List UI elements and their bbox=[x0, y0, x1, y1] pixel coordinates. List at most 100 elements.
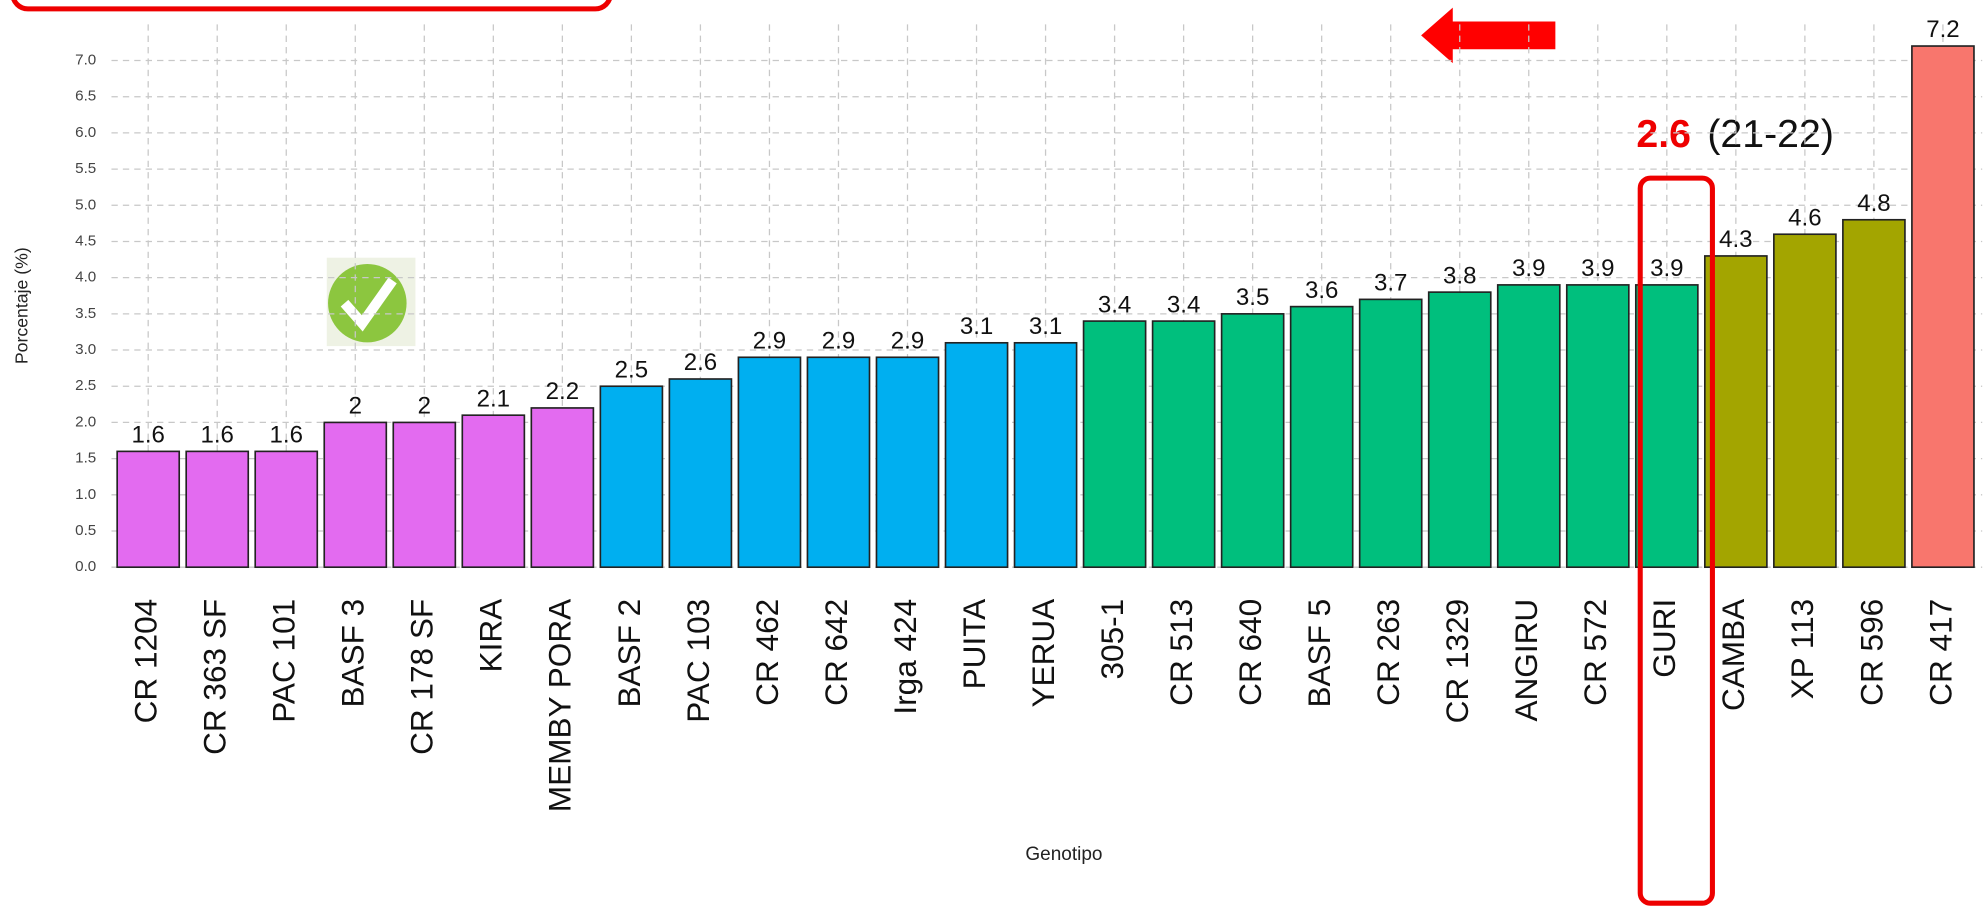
plot: 0.0 0.5 1.0 1.5 2.0 2.5 3.0 3.5 4.0 4.5 5.0 5.5 6.0 6… bbox=[75, 16, 1983, 812]
y-tick-label: 1.0 bbox=[75, 486, 96, 503]
bar bbox=[1565, 284, 1630, 569]
bar bbox=[875, 356, 940, 569]
x-tick-label: CAMBA bbox=[1715, 598, 1751, 711]
value-label: 2.9 bbox=[822, 327, 855, 354]
bar bbox=[1773, 233, 1837, 569]
value-label: 2.9 bbox=[753, 327, 786, 354]
value-label: 4.8 bbox=[1857, 190, 1890, 217]
value-label: 3.9 bbox=[1581, 255, 1614, 282]
y-tick-label: 3.0 bbox=[75, 341, 96, 358]
x-tick-label: CR 462 bbox=[749, 599, 785, 706]
x-tick-label: CR 596 bbox=[1853, 599, 1889, 706]
x-tick-label: CR 363 SF bbox=[197, 599, 233, 755]
value-label: 4.3 bbox=[1719, 226, 1752, 253]
value-label: 1.6 bbox=[201, 422, 234, 449]
x-tick-label: CR 1204 bbox=[128, 599, 164, 724]
x-tick-label: MEMBY PORA bbox=[542, 598, 578, 812]
bar bbox=[1220, 313, 1285, 569]
bar bbox=[1013, 341, 1078, 569]
x-tick-label: 305-1 bbox=[1094, 599, 1130, 680]
y-tick-label: 4.0 bbox=[75, 269, 96, 286]
y-tick-label: 4.5 bbox=[75, 232, 96, 249]
y-tick-label: 0.5 bbox=[75, 522, 96, 539]
annotation: (21-22) bbox=[1707, 113, 1834, 156]
x-tick-label: PAC 101 bbox=[266, 599, 302, 723]
highlight-box bbox=[11, 0, 612, 12]
value-label: 2.5 bbox=[615, 356, 648, 383]
y-tick-label: 3.5 bbox=[75, 305, 96, 322]
y-tick-label: 7.0 bbox=[75, 52, 96, 69]
value-label: 3.5 bbox=[1236, 284, 1269, 311]
value-label: 1.6 bbox=[131, 422, 164, 449]
y-tick-label: 6.5 bbox=[75, 88, 96, 105]
value-label: 3.6 bbox=[1305, 277, 1338, 304]
bar bbox=[392, 421, 457, 569]
x-tick-label: CR 178 SF bbox=[404, 599, 440, 755]
bar bbox=[1634, 284, 1699, 569]
value-label: 2 bbox=[418, 393, 431, 420]
value-label: 2.2 bbox=[546, 378, 579, 405]
bar bbox=[323, 421, 388, 569]
x-tick-label: CR 642 bbox=[818, 599, 854, 706]
x-tick-label: XP 113 bbox=[1784, 599, 1820, 700]
bar bbox=[461, 414, 526, 569]
bar bbox=[1289, 305, 1354, 569]
y-tick-label: 6.0 bbox=[75, 124, 96, 141]
x-tick-label: ANGIRU bbox=[1508, 599, 1544, 722]
x-axis-label: Genotipo bbox=[1025, 844, 1102, 865]
value-label: 3.7 bbox=[1374, 270, 1407, 297]
bar bbox=[254, 450, 319, 569]
y-tick-label: 5.5 bbox=[75, 160, 96, 177]
bar bbox=[806, 356, 871, 569]
y-tick-label: 0.0 bbox=[75, 558, 96, 575]
bar bbox=[1358, 298, 1423, 569]
x-tick-label: BASF 5 bbox=[1301, 599, 1337, 708]
y-tick-label: 1.5 bbox=[75, 450, 96, 467]
value-label: 2 bbox=[349, 393, 362, 420]
x-tick-label: CR 417 bbox=[1922, 599, 1958, 706]
x-tick-label: CR 640 bbox=[1232, 599, 1268, 706]
x-tick-label: PAC 103 bbox=[680, 599, 716, 723]
y-axis-label: Porcentaje (%) bbox=[11, 247, 31, 364]
x-tick-label: Irga 424 bbox=[887, 599, 923, 715]
bar bbox=[944, 341, 1009, 569]
x-tick-label: BASF 2 bbox=[611, 599, 647, 708]
value-label: 3.1 bbox=[1029, 313, 1062, 340]
value-label: 3.4 bbox=[1098, 291, 1131, 318]
x-tick-label: GURI bbox=[1646, 599, 1682, 678]
value-label: 2.1 bbox=[477, 385, 510, 412]
y-tick-label: 2.5 bbox=[75, 377, 96, 394]
value-label: 2.9 bbox=[891, 327, 924, 354]
x-tick-label: KIRA bbox=[473, 598, 509, 673]
bar bbox=[1703, 255, 1768, 569]
bar bbox=[116, 450, 181, 569]
x-tick-label: CR 1329 bbox=[1439, 599, 1475, 724]
bar bbox=[1842, 218, 1906, 569]
x-tick-label: PUITA bbox=[956, 598, 992, 690]
bar bbox=[530, 407, 595, 569]
bar bbox=[1911, 45, 1975, 569]
x-tick-label: CR 513 bbox=[1163, 599, 1199, 706]
value-label: 3.1 bbox=[960, 313, 993, 340]
bar bbox=[1427, 291, 1492, 569]
value-label: 3.8 bbox=[1443, 262, 1476, 289]
arrow bbox=[1421, 7, 1556, 64]
bar bbox=[1151, 320, 1216, 569]
bar bbox=[1082, 320, 1147, 569]
value-label: 3.9 bbox=[1512, 255, 1545, 282]
value-label: 3.9 bbox=[1650, 255, 1683, 282]
value-label: 7.2 bbox=[1926, 16, 1959, 43]
value-label: 1.6 bbox=[270, 422, 303, 449]
x-tick-label: YERUA bbox=[1025, 598, 1061, 708]
value-label: 4.6 bbox=[1788, 204, 1821, 231]
x-tick-label: CR 572 bbox=[1577, 599, 1613, 706]
y-tick-label: 2.0 bbox=[75, 413, 96, 430]
x-tick-label: CR 263 bbox=[1370, 599, 1406, 706]
annotation: 2.6 bbox=[1636, 113, 1691, 156]
value-label: 3.4 bbox=[1167, 291, 1200, 318]
bar bbox=[599, 385, 664, 569]
y-tick-label: 5.0 bbox=[75, 196, 96, 213]
bar bbox=[185, 450, 250, 569]
x-tick-label: BASF 3 bbox=[335, 599, 371, 708]
